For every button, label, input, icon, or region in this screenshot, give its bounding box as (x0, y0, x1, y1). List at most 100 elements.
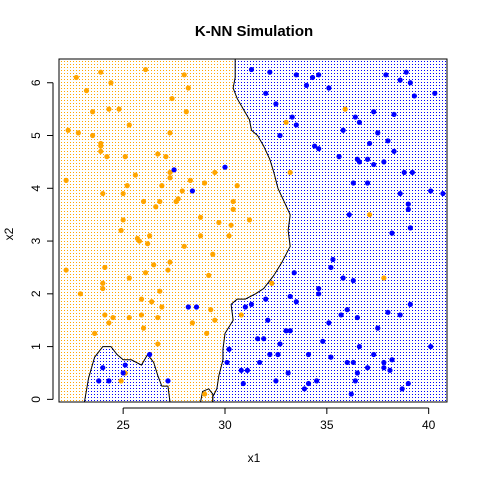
point-orange (118, 227, 124, 234)
point-blue (403, 69, 409, 75)
point-orange (155, 151, 161, 157)
point-orange (63, 267, 69, 273)
point-blue (432, 90, 438, 96)
point-blue (381, 159, 387, 165)
point-orange (142, 66, 149, 73)
point-orange (124, 183, 130, 189)
point-orange (381, 275, 387, 281)
point-orange (122, 154, 128, 160)
point-orange (212, 317, 218, 323)
point-orange (120, 217, 126, 223)
point-blue (254, 336, 261, 342)
point-blue (305, 351, 312, 358)
point-blue (346, 212, 352, 218)
point-blue (350, 278, 356, 284)
point-blue (385, 138, 391, 144)
point-blue (316, 285, 322, 292)
point-blue (189, 188, 196, 194)
point-orange (108, 80, 114, 86)
point-blue (312, 143, 318, 149)
point-blue (320, 338, 326, 344)
point-orange (183, 109, 189, 115)
point-blue (287, 328, 293, 334)
point-blue (364, 156, 371, 162)
point-blue (240, 380, 246, 387)
point-orange (138, 312, 145, 318)
point-orange (269, 280, 275, 286)
boundary-main (212, 59, 291, 402)
point-blue (263, 296, 269, 302)
point-orange (100, 280, 106, 286)
point-blue (316, 146, 322, 152)
point-orange (136, 238, 143, 244)
point-blue (263, 90, 269, 96)
point-blue (277, 132, 283, 139)
point-orange (167, 259, 173, 265)
point-orange (287, 169, 293, 176)
point-blue (375, 130, 381, 136)
point-orange (189, 320, 196, 326)
point-orange (104, 154, 110, 160)
point-orange (202, 391, 208, 397)
point-blue (248, 66, 255, 73)
point-blue (375, 325, 381, 331)
point-orange (126, 122, 132, 128)
point-orange (83, 88, 90, 94)
point-orange (204, 330, 210, 336)
y-tick-label: 2 (29, 290, 43, 297)
point-orange (212, 169, 218, 176)
point-orange (157, 288, 163, 294)
x-tick-label: 30 (218, 418, 232, 432)
point-orange (120, 190, 126, 197)
point-orange (116, 106, 122, 112)
point-blue (283, 328, 289, 334)
x-axis: 25 30 35 40 (116, 407, 436, 432)
point-orange (169, 95, 175, 102)
point-orange (234, 183, 240, 189)
point-blue (356, 159, 363, 165)
point-blue (273, 101, 279, 107)
point-orange (98, 143, 104, 149)
point-blue (389, 230, 395, 236)
point-blue (309, 74, 316, 81)
point-blue (391, 148, 397, 154)
point-blue (354, 314, 360, 321)
point-blue (122, 362, 128, 368)
point-orange (63, 177, 69, 183)
point-blue (275, 351, 281, 358)
point-orange (90, 132, 96, 139)
point-orange (342, 106, 348, 112)
point-blue (316, 72, 322, 78)
point-blue (338, 312, 344, 318)
point-blue (385, 309, 391, 315)
point-blue (222, 164, 228, 170)
point-blue (328, 354, 334, 360)
point-blue (405, 380, 411, 387)
x-tick-label: 35 (320, 418, 334, 432)
point-orange (110, 314, 116, 321)
point-orange (159, 304, 165, 310)
point-blue (371, 161, 377, 168)
point-blue (257, 359, 263, 366)
point-blue (336, 154, 342, 160)
point-orange (132, 172, 138, 178)
point-blue (305, 380, 312, 387)
point-orange (138, 296, 145, 302)
point-blue (344, 307, 350, 313)
point-blue (354, 370, 360, 376)
point-blue (356, 343, 363, 350)
point-orange (210, 251, 216, 257)
point-blue (407, 225, 413, 231)
point-orange (208, 307, 214, 313)
point-blue (352, 114, 358, 120)
region-blue (212, 59, 447, 402)
point-blue (224, 359, 230, 366)
point-blue (277, 341, 283, 347)
point-blue (242, 304, 248, 310)
point-blue (289, 114, 295, 120)
point-blue (350, 180, 356, 186)
point-blue (391, 111, 397, 118)
point-blue (409, 169, 415, 176)
point-blue (193, 304, 200, 310)
point-orange (102, 264, 108, 271)
